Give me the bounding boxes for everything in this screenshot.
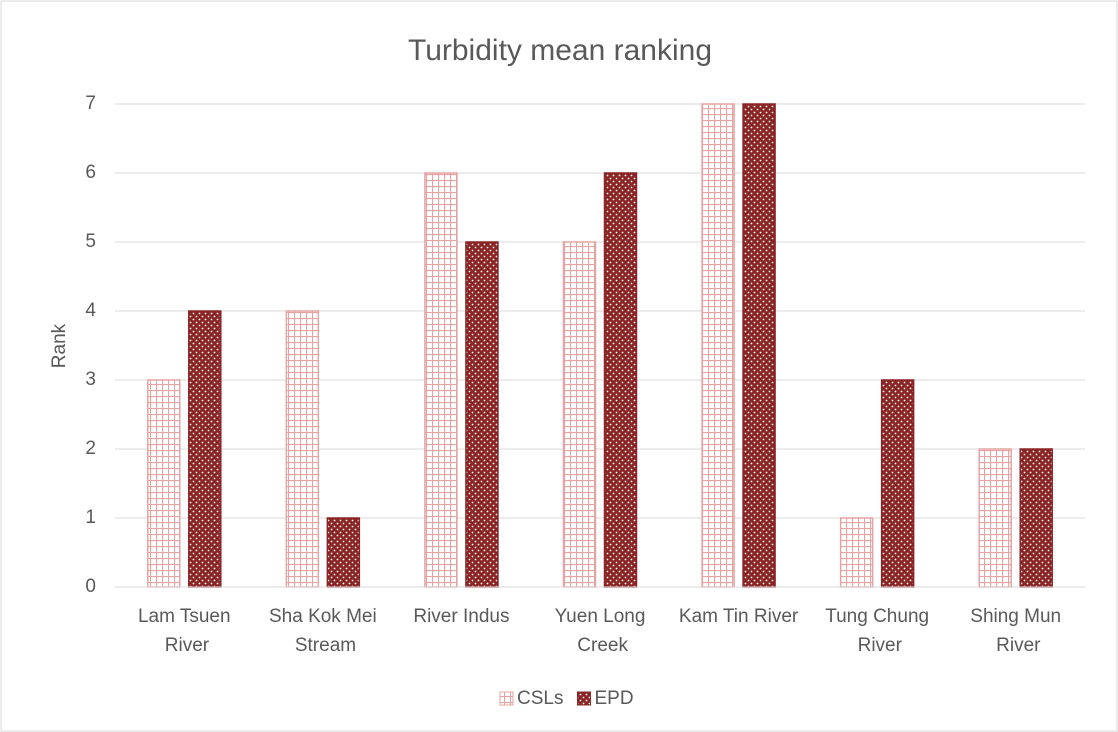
x-tick-label: Shing Mun River — [970, 606, 1061, 656]
x-tick-label: Sha Kok Mei Stream — [269, 606, 377, 656]
y-axis-label: Rank — [49, 323, 70, 368]
x-tick-label: Yuen Long Creek — [555, 606, 646, 656]
bar — [742, 103, 776, 588]
y-tick-label: 4 — [85, 300, 96, 321]
bar — [603, 172, 638, 588]
bar — [424, 172, 458, 588]
y-tick-label: 0 — [85, 576, 96, 597]
x-tick-label: Lam Tsuen River — [138, 606, 231, 656]
y-tick-label: 3 — [85, 369, 96, 390]
legend-label: EPD — [594, 688, 633, 709]
x-tick-label: Tung Chung River — [825, 606, 929, 656]
y-tick-label: 6 — [85, 162, 96, 183]
chart-title: Turbidity mean ranking — [408, 34, 712, 67]
legend-label: CSLs — [517, 688, 563, 709]
bar — [326, 517, 361, 588]
y-tick-label: 1 — [85, 507, 96, 528]
x-tick-label: River Indus — [413, 606, 509, 627]
bar — [188, 310, 222, 588]
bar — [880, 379, 915, 588]
y-tick-label: 7 — [85, 93, 96, 114]
bar — [701, 103, 735, 588]
bar — [285, 310, 320, 588]
x-tick-label: Kam Tin River — [679, 606, 799, 627]
legend-swatch — [576, 691, 591, 706]
y-tick-label: 2 — [85, 438, 96, 459]
bar — [978, 448, 1012, 588]
bar — [465, 241, 499, 588]
bar — [1019, 448, 1053, 588]
bar — [562, 241, 597, 588]
bar — [839, 517, 874, 588]
legend-swatch — [499, 691, 514, 706]
y-tick-label: 5 — [85, 231, 96, 252]
bar — [147, 379, 181, 588]
